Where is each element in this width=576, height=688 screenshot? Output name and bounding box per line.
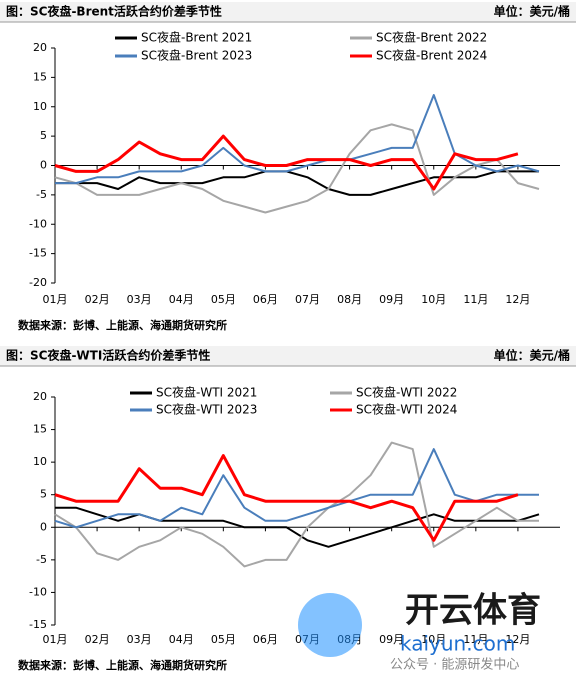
x-tick-label: 06月 bbox=[253, 633, 278, 646]
legend-label: SC夜盘-WTI 2024 bbox=[356, 402, 457, 417]
x-tick-label: 02月 bbox=[85, 293, 110, 306]
x-tick-label: 05月 bbox=[211, 293, 236, 306]
account: 公众号 · 能源研发中心 bbox=[390, 657, 519, 673]
logo bbox=[298, 593, 362, 657]
y-tick-label: 15 bbox=[33, 70, 47, 83]
x-tick-label: 10月 bbox=[421, 293, 446, 306]
y-tick-label: 15 bbox=[33, 423, 47, 436]
y-tick-label: 0 bbox=[40, 159, 47, 172]
series-line bbox=[55, 506, 540, 548]
x-tick-label: 11月 bbox=[463, 633, 488, 646]
x-tick-label: 07月 bbox=[295, 293, 320, 306]
legend-label: SC夜盘-Brent 2021 bbox=[141, 30, 252, 45]
series-line bbox=[54, 134, 519, 191]
x-tick-label: 06月 bbox=[253, 293, 278, 306]
x-tick-label: 11月 bbox=[463, 293, 488, 306]
x-tick-label: 04月 bbox=[169, 633, 194, 646]
chart-title: 图：SC夜盘-Brent活跃合约价差季节性 bbox=[6, 4, 222, 19]
x-tick-label: 09月 bbox=[379, 633, 404, 646]
y-tick-label: -10 bbox=[29, 217, 47, 230]
legend-label: SC夜盘-Brent 2022 bbox=[376, 30, 487, 45]
legend-label: SC夜盘-WTI 2022 bbox=[356, 385, 457, 400]
legend-label: SC夜盘-WTI 2021 bbox=[156, 385, 257, 400]
unit-label: 单位：美元/桶 bbox=[494, 348, 570, 363]
x-tick-label: 09月 bbox=[379, 293, 404, 306]
x-tick-label: 12月 bbox=[505, 293, 530, 306]
chart-title: 图：SC夜盘-WTI活跃合约价差季节性 bbox=[6, 348, 210, 363]
x-tick-label: 05月 bbox=[211, 633, 236, 646]
x-tick-label: 01月 bbox=[43, 293, 68, 306]
series-line bbox=[55, 170, 539, 196]
series-line bbox=[54, 441, 539, 568]
y-tick-label: 0 bbox=[40, 520, 47, 533]
x-tick-label: 12月 bbox=[505, 633, 530, 646]
y-tick-label: -10 bbox=[29, 585, 47, 598]
y-tick-label: 10 bbox=[33, 455, 47, 468]
x-tick-label: 10月 bbox=[421, 633, 446, 646]
series-line bbox=[54, 448, 539, 529]
x-tick-label: 01月 bbox=[43, 633, 68, 646]
y-tick-label: -5 bbox=[36, 553, 47, 566]
x-tick-label: 03月 bbox=[127, 293, 152, 306]
y-tick-label: 20 bbox=[33, 41, 47, 54]
y-tick-label: 5 bbox=[40, 129, 47, 142]
y-tick-label: 20 bbox=[33, 390, 47, 403]
x-tick-label: 08月 bbox=[337, 293, 362, 306]
x-tick-label: 04月 bbox=[169, 293, 194, 306]
y-tick-label: -15 bbox=[29, 247, 47, 260]
legend-label: SC夜盘-WTI 2023 bbox=[156, 402, 257, 417]
source-note: 数据来源：彭博、上能源、海通期货研究所 bbox=[18, 658, 227, 672]
y-tick-label: -15 bbox=[29, 618, 47, 631]
unit-label: 单位：美元/桶 bbox=[494, 4, 570, 19]
x-tick-label: 03月 bbox=[127, 633, 152, 646]
y-tick-label: 10 bbox=[33, 100, 47, 113]
y-tick-label: -5 bbox=[36, 188, 47, 201]
y-tick-label: -20 bbox=[29, 276, 47, 289]
y-tick-label: 5 bbox=[40, 488, 47, 501]
series-line bbox=[54, 123, 540, 214]
legend-label: SC夜盘-Brent 2023 bbox=[141, 48, 252, 63]
brand: 开云体育 bbox=[405, 591, 541, 631]
x-tick-label: 02月 bbox=[85, 633, 110, 646]
source-note: 数据来源：彭博、上能源、海通期货研究所 bbox=[18, 318, 227, 332]
site: kaiyun.com bbox=[400, 632, 515, 656]
legend-label: SC夜盘-Brent 2024 bbox=[376, 48, 487, 63]
series-line bbox=[54, 454, 519, 542]
header-bar bbox=[0, 2, 576, 22]
header-bar bbox=[0, 346, 576, 366]
watermark: 开云体育 kaiyun.com 公众号 · 能源研发中心 bbox=[298, 591, 541, 673]
